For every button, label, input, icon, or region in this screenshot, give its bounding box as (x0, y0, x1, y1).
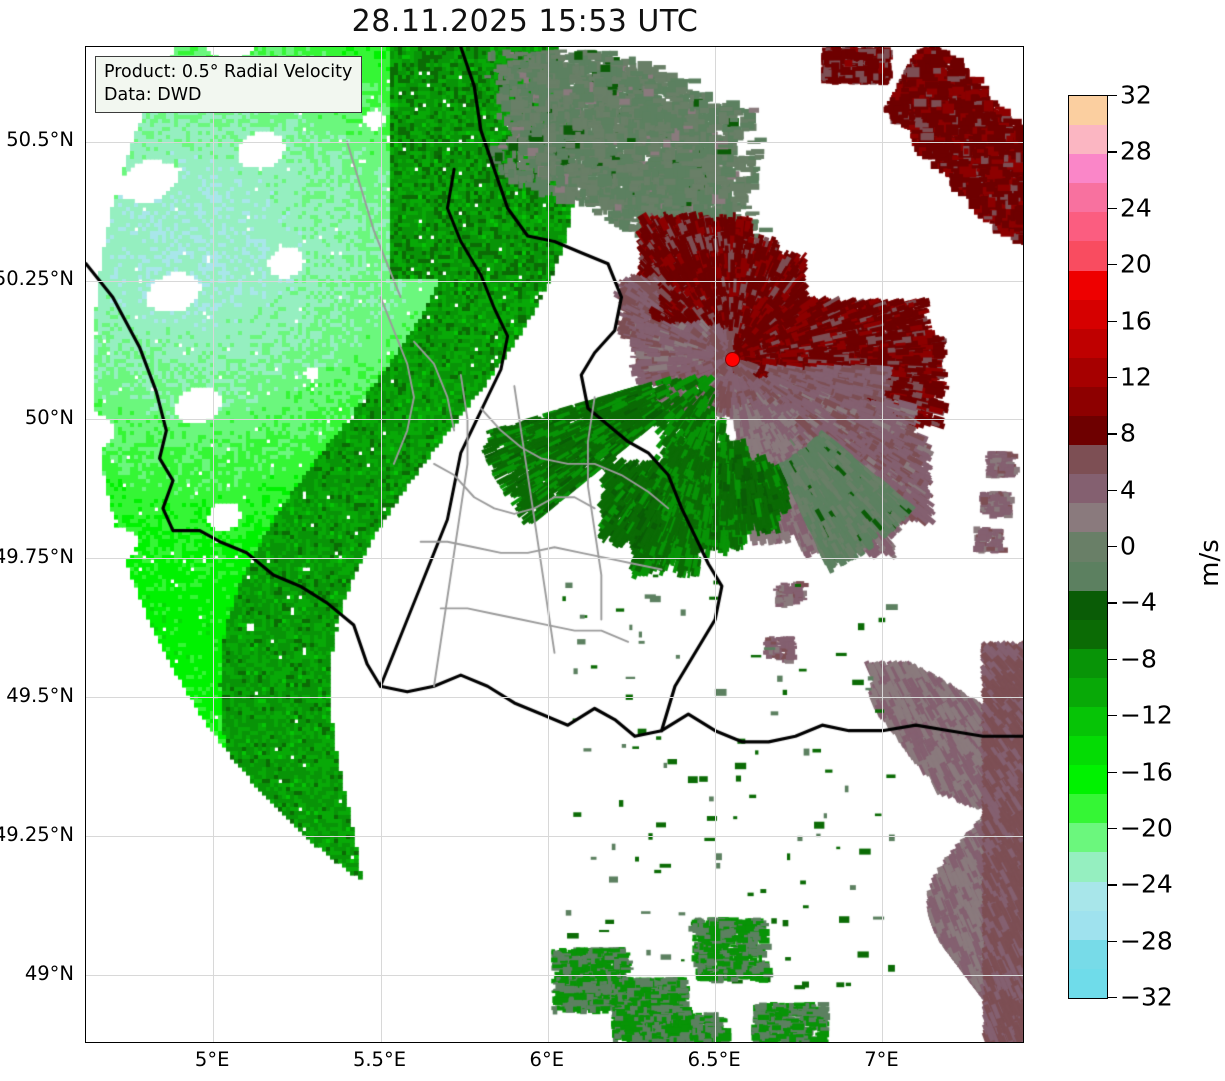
colorbar-band (1069, 96, 1107, 126)
colorbar-band (1069, 561, 1107, 591)
colorbar-tick-label: 8 (1120, 418, 1136, 448)
product-info-box: Product: 0.5° Radial Velocity Data: DWD (95, 56, 363, 113)
colorbar-band (1069, 357, 1107, 387)
gridline-lat (86, 697, 1023, 699)
radar-site-marker (725, 351, 741, 367)
colorbar-band (1069, 823, 1107, 853)
colorbar-tick-label: 32 (1120, 80, 1152, 110)
lat-tick-label: 50.5°N (6, 128, 74, 152)
colorbar-tick (1108, 489, 1117, 491)
colorbar-tick-label: −28 (1120, 926, 1173, 956)
colorbar-band (1069, 474, 1107, 504)
colorbar-band (1069, 852, 1107, 882)
colorbar-tick-label: −24 (1120, 869, 1173, 899)
colorbar-tick-label: −12 (1120, 700, 1173, 730)
colorbar-band (1069, 183, 1107, 213)
colorbar-tick (1108, 264, 1117, 266)
colorbar-tick (1108, 95, 1117, 97)
colorbar-tick (1108, 602, 1117, 604)
lon-tick-label: 6.5°E (687, 1048, 741, 1071)
colorbar-band (1069, 910, 1107, 940)
colorbar-tick (1108, 376, 1117, 379)
colorbar-tick-label: 16 (1120, 306, 1152, 335)
colorbar-tick (1108, 433, 1117, 435)
colorbar-band (1069, 706, 1107, 737)
lat-tick-label: 49.25°N (0, 823, 74, 847)
product-label: Product: 0.5° Radial Velocity (104, 62, 353, 82)
colorbar-band (1069, 125, 1107, 155)
gridline-lat (86, 280, 1023, 282)
gridline-lat (86, 558, 1023, 560)
lat-tick-label: 50.25°N (0, 267, 74, 291)
colorbar-unit-label: m/s (1194, 539, 1225, 587)
lat-tick-label: 50°N (24, 406, 74, 430)
colorbar-band (1069, 968, 1107, 998)
colorbar-tick (1108, 715, 1117, 717)
colorbar-band (1069, 794, 1107, 824)
colorbar-tick (1108, 658, 1117, 661)
colorbar-band (1069, 648, 1107, 678)
colorbar-tick-label: 28 (1120, 136, 1152, 166)
colorbar-band (1069, 154, 1107, 184)
colorbar-band (1069, 881, 1107, 911)
colorbar-band (1069, 503, 1107, 533)
colorbar-band (1069, 270, 1107, 300)
colorbar-tick-label: −8 (1120, 644, 1157, 674)
colorbar-band (1069, 386, 1107, 417)
data-source-label: Data: DWD (104, 84, 202, 105)
gridline-lon (380, 47, 382, 1042)
colorbar-band (1069, 445, 1107, 475)
colorbar-tick (1108, 546, 1117, 548)
colorbar-tick (1108, 320, 1117, 322)
gridline-lon (547, 47, 549, 1042)
colorbar-band (1069, 212, 1107, 242)
colorbar-band (1069, 736, 1107, 766)
gridline-lat (86, 419, 1023, 421)
gridline-lat (86, 141, 1023, 143)
colorbar-tick-label: 0 (1120, 531, 1136, 561)
colorbar-tick-label: −16 (1120, 757, 1173, 786)
gridline-lon (882, 47, 884, 1042)
gridline-lat (86, 836, 1023, 838)
colorbar-tick (1108, 771, 1117, 773)
lon-tick-label: 5.5°E (352, 1048, 407, 1071)
colorbar-band (1069, 328, 1107, 358)
colorbar-tick (1108, 827, 1117, 830)
gridline-lon (213, 47, 215, 1042)
colorbar-tick (1108, 940, 1117, 942)
colorbar-tick-label: −4 (1120, 587, 1157, 617)
radar-map-plot (85, 46, 1024, 1043)
colorbar-band (1069, 241, 1107, 271)
colorbar-tick-label: 12 (1120, 362, 1152, 392)
lon-tick-label: 6°E (529, 1048, 565, 1071)
colorbar-band (1069, 619, 1107, 649)
gridline-lat (86, 975, 1023, 977)
colorbar-tick-label: 4 (1120, 475, 1136, 505)
colorbar-band (1069, 299, 1107, 329)
page-title: 28.11.2025 15:53 UTC (351, 4, 699, 39)
colorbar-tick-label: 20 (1120, 249, 1152, 279)
colorbar-tick-label: −20 (1120, 813, 1173, 843)
colorbar-band (1069, 532, 1107, 562)
colorbar (1068, 95, 1108, 999)
colorbar-tick (1108, 997, 1117, 999)
colorbar-tick (1108, 151, 1117, 153)
colorbar-band (1069, 939, 1107, 969)
lon-tick-label: 7°E (864, 1048, 899, 1071)
colorbar-tick (1108, 884, 1117, 886)
gridline-lon (715, 47, 717, 1042)
colorbar-tick (1108, 207, 1117, 210)
radar-reflectivity-canvas (86, 47, 1023, 1042)
lat-tick-label: 49°N (24, 962, 74, 986)
colorbar-band (1069, 677, 1107, 707)
colorbar-tick-label: −32 (1120, 982, 1173, 1012)
colorbar-tick-label: 24 (1120, 193, 1152, 223)
colorbar-band (1069, 765, 1107, 795)
lon-tick-label: 5°E (194, 1048, 230, 1071)
colorbar-band (1069, 590, 1107, 620)
colorbar-band (1069, 416, 1107, 446)
lat-tick-label: 49.75°N (0, 545, 74, 569)
lat-tick-label: 49.5°N (6, 684, 74, 708)
